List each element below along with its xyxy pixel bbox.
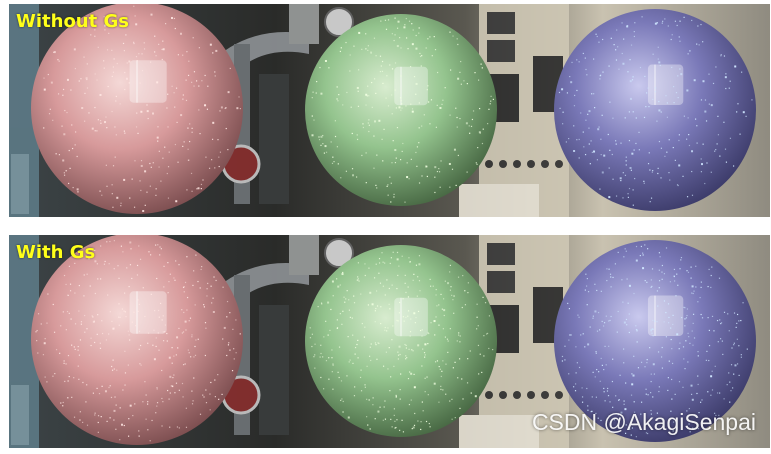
render-panel-with-gs: With Gs CSDN @AkagiSenpai (9, 235, 770, 448)
green-glitter-sphere (305, 14, 497, 206)
window-reflection (647, 295, 684, 336)
window-reflection (647, 64, 684, 105)
green-glitter-sphere (305, 245, 497, 437)
window-reflection (129, 60, 167, 103)
window-reflection (394, 297, 428, 337)
purple-glitter-sphere (554, 9, 756, 211)
panel-label: With Gs (16, 242, 96, 263)
purple-glitter-sphere (554, 240, 756, 442)
panel-label: Without Gs (16, 11, 129, 32)
pink-glitter-sphere (31, 4, 243, 214)
watermark: CSDN @AkagiSenpai (531, 409, 756, 435)
window-reflection (129, 291, 167, 334)
window-reflection (394, 66, 428, 106)
render-scene (9, 235, 770, 448)
render-scene (9, 4, 770, 217)
render-panel-without-gs: Without Gs (9, 4, 770, 217)
pink-glitter-sphere (31, 235, 243, 445)
